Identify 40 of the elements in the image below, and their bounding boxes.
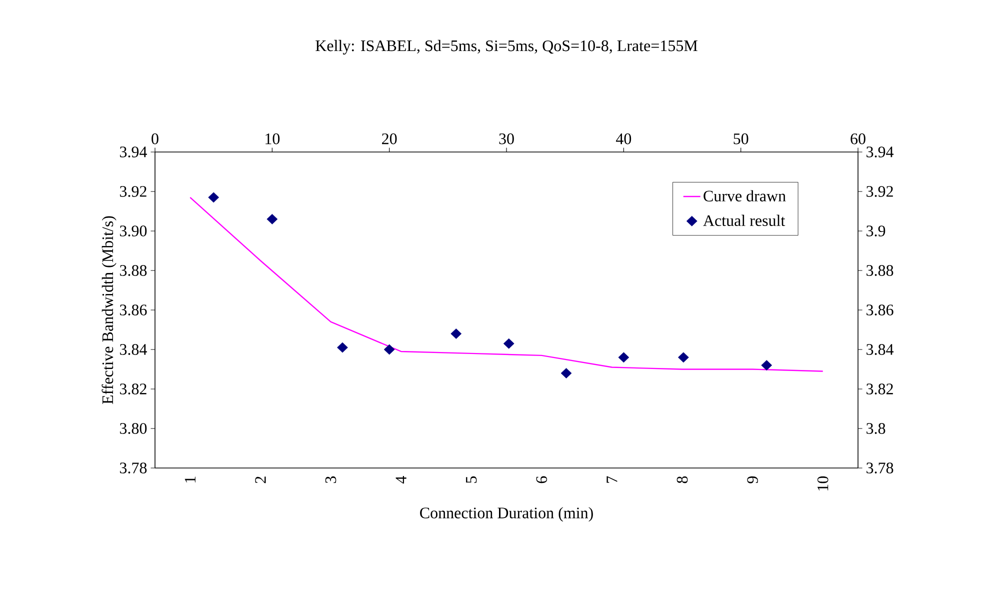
chart-title: Kelly: ISABEL, Sd=5ms, Si=5ms, QoS=10-8, Lrate=155M	[316, 40, 698, 54]
y-tick-label: 3.84	[120, 344, 147, 355]
y-tick-label: 3.82	[120, 384, 146, 394]
y2-tick-label: 3.9	[866, 226, 886, 236]
x-tick-label: 5	[466, 476, 477, 483]
y-tick-label: 3.78	[120, 462, 147, 474]
x2-tick-label: 0	[152, 133, 158, 144]
y-tick-label: 3.92	[120, 186, 146, 197]
x-tick-label: 6	[536, 476, 548, 484]
y-tick-label: 3.94	[120, 146, 147, 158]
legend-label: Actual result	[703, 214, 786, 226]
x-tick-label: 1	[184, 476, 196, 482]
y-tick-label: 3.90	[120, 226, 147, 236]
x-axis-title: Connection Duration (min)	[420, 507, 593, 522]
y2-tick-label: 3.82	[866, 384, 893, 394]
y-tick-label: 3.86	[120, 304, 147, 316]
y2-tick-label: 3.92	[866, 186, 893, 197]
y2-tick-label: 3.88	[866, 265, 894, 276]
x-tick-label: 4	[396, 476, 406, 484]
x-tick-label: 8	[676, 476, 688, 484]
x2-tick-label: 50	[734, 133, 748, 144]
x-tick-label: 10	[817, 476, 828, 490]
y2-tick-label: 3.84	[866, 344, 894, 355]
x2-tick-label: 20	[382, 133, 397, 144]
x-tick-label: 9	[747, 476, 758, 484]
y-tick-label: 3.80	[120, 423, 147, 434]
y2-tick-label: 3.86	[866, 304, 894, 316]
x2-tick-label: 40	[616, 133, 632, 144]
x-tick-label: 3	[325, 476, 336, 484]
x2-tick-label: 10	[266, 133, 280, 144]
y-tick-label: 3.88	[120, 265, 147, 276]
y-axis-title: Effective Bandwidth (Mbit/s)	[102, 216, 116, 404]
y2-tick-label: 3.8	[866, 423, 886, 434]
x2-tick-label: 30	[499, 133, 514, 144]
legend-label: Curve drawn	[704, 190, 786, 202]
y2-tick-label: 3.94	[866, 146, 894, 158]
x-tick-label: 7	[606, 476, 618, 483]
x-tick-label: 2	[255, 476, 266, 484]
y2-tick-label: 3.78	[866, 462, 894, 474]
x2-tick-label: 60	[850, 133, 866, 144]
